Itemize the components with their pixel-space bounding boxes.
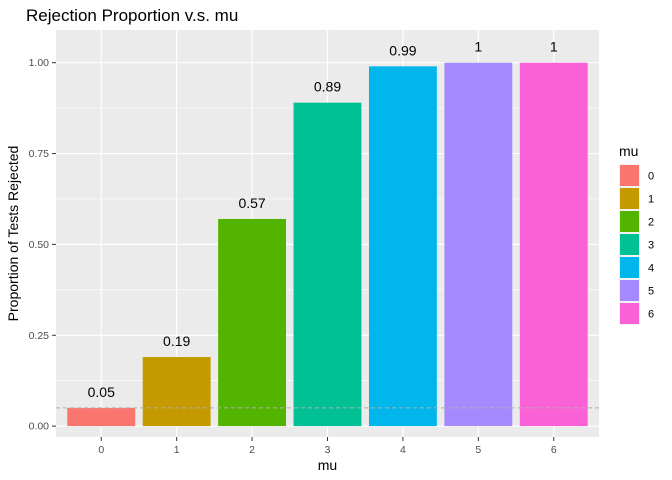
y-tick-label: 0.75 — [29, 148, 50, 160]
data-label: 1 — [550, 39, 558, 55]
x-tick-label: 6 — [551, 444, 557, 456]
bar — [519, 62, 588, 427]
x-tick-label: 0 — [98, 444, 104, 456]
legend-key — [620, 280, 639, 301]
legend-label: 6 — [648, 309, 654, 321]
y-tick-label: 1.00 — [29, 57, 50, 69]
x-axis-title: mu — [318, 457, 337, 473]
chart-title: Rejection Proportion v.s. mu — [26, 6, 238, 25]
legend-key — [620, 211, 639, 232]
data-label: 0.89 — [314, 79, 341, 95]
legend-key — [620, 303, 639, 324]
bars — [67, 62, 588, 427]
x-tick-label: 1 — [174, 444, 180, 456]
data-label: 1 — [474, 39, 482, 55]
data-label: 0.99 — [389, 42, 416, 58]
data-labels: 0.05 0.19 0.57 0.89 0.99 1 1 — [88, 39, 558, 400]
bar — [444, 62, 513, 427]
legend-title: mu — [619, 143, 638, 159]
bar — [368, 66, 437, 427]
y-tick-label: 0.00 — [29, 421, 50, 433]
bar — [218, 218, 287, 427]
data-label: 0.19 — [163, 333, 190, 349]
legend: mu 0 1 2 3 4 5 6 — [619, 143, 654, 325]
y-tick-label: 0.50 — [29, 239, 50, 251]
bar — [293, 102, 362, 427]
x-axis: 0 1 2 3 4 5 6 — [98, 437, 557, 456]
x-tick-label: 2 — [249, 444, 255, 456]
data-label: 0.05 — [88, 384, 115, 400]
y-tick-label: 0.25 — [29, 330, 50, 342]
legend-label: 1 — [648, 194, 654, 206]
legend-label: 5 — [648, 286, 654, 298]
legend-key — [620, 188, 639, 209]
legend-key — [620, 165, 639, 186]
legend-label: 4 — [648, 263, 654, 275]
x-tick-label: 4 — [400, 444, 406, 456]
bar — [67, 407, 136, 427]
bar — [142, 357, 211, 427]
legend-key — [620, 234, 639, 255]
y-axis-title: Proportion of Tests Rejected — [5, 146, 21, 322]
legend-label: 0 — [648, 171, 654, 183]
data-label: 0.57 — [238, 195, 265, 211]
x-tick-label: 3 — [325, 444, 331, 456]
legend-label: 2 — [648, 217, 654, 229]
y-axis: 0.00 0.25 0.50 0.75 1.00 — [29, 57, 56, 433]
x-tick-label: 5 — [475, 444, 481, 456]
legend-label: 3 — [648, 240, 654, 252]
legend-key — [620, 257, 639, 278]
